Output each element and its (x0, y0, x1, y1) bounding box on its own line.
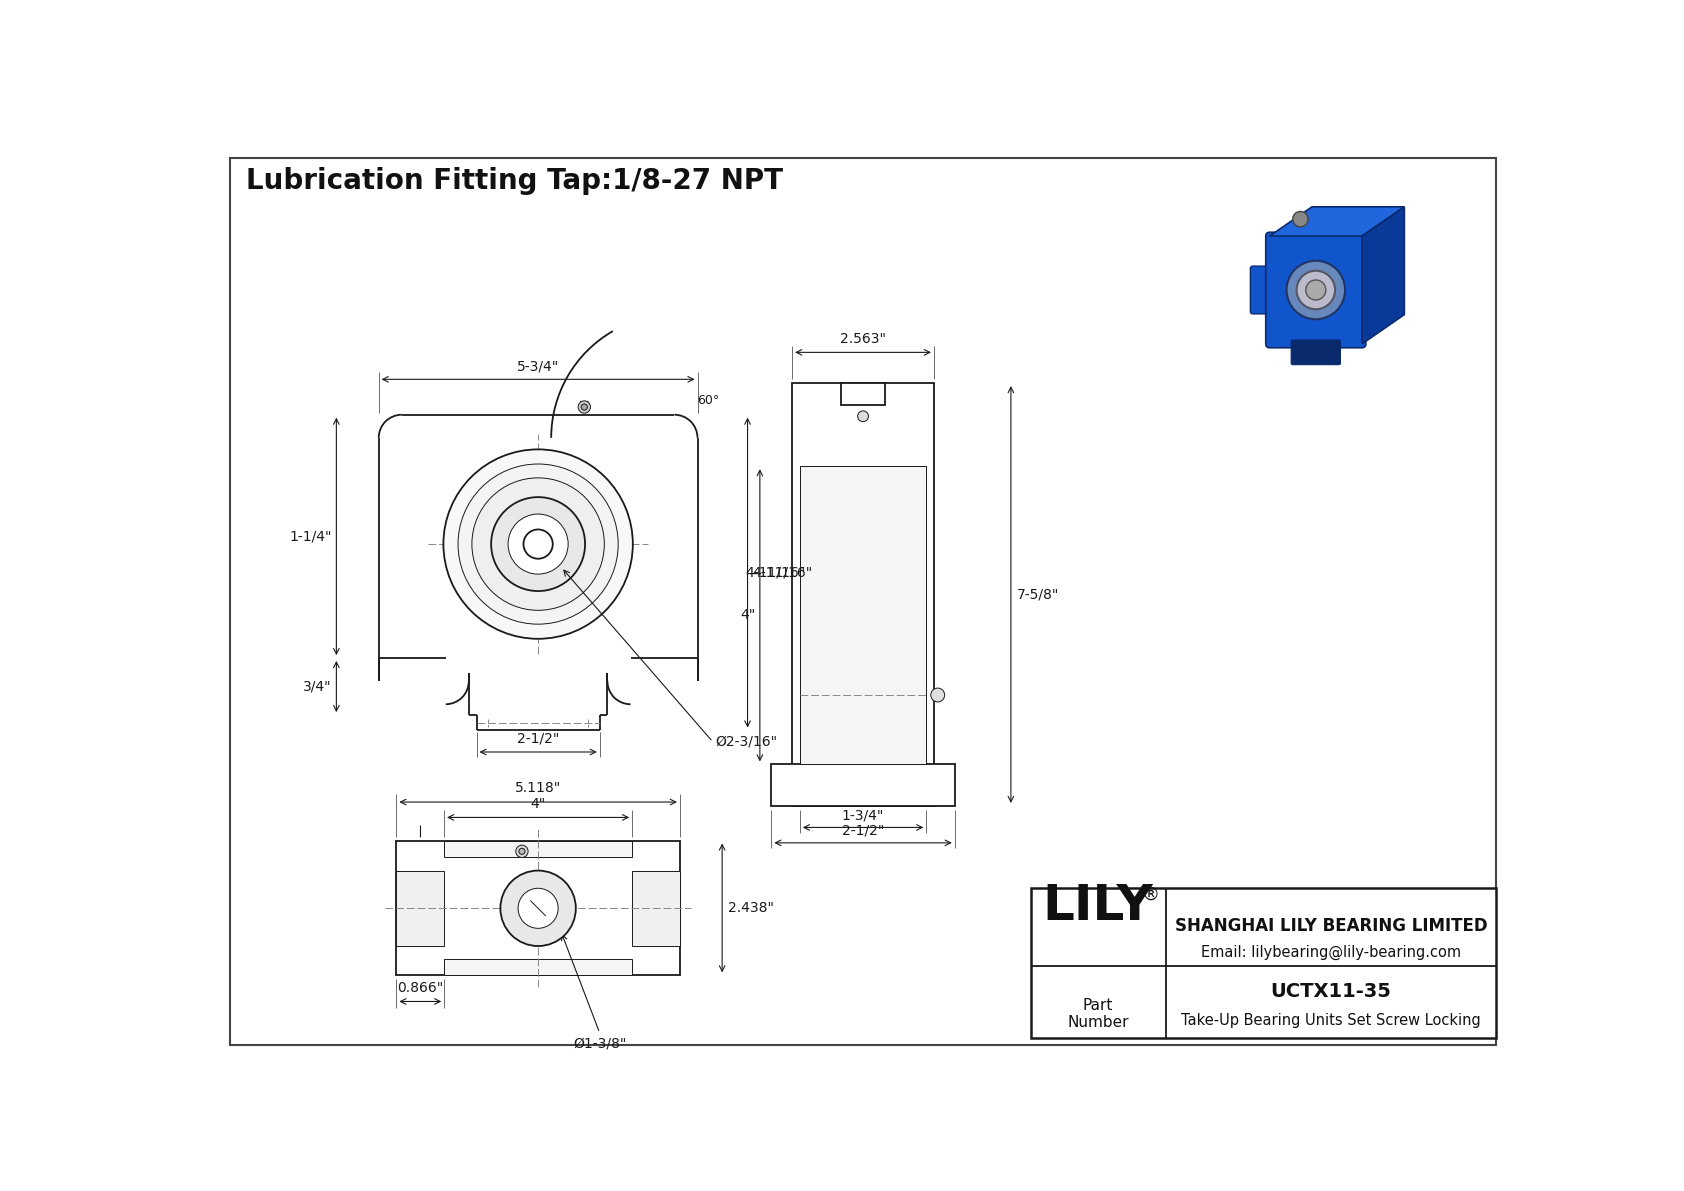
Text: Lubrication Fitting Tap:1/8-27 NPT: Lubrication Fitting Tap:1/8-27 NPT (246, 167, 783, 195)
Circle shape (578, 401, 591, 413)
Text: Ø1-3/8": Ø1-3/8" (573, 1037, 626, 1050)
Text: UCTX11-35: UCTX11-35 (1270, 983, 1391, 1002)
Text: 2-1/2": 2-1/2" (517, 731, 559, 746)
FancyBboxPatch shape (1266, 232, 1366, 348)
Bar (396, 871, 445, 946)
FancyBboxPatch shape (1250, 266, 1271, 314)
Circle shape (458, 464, 618, 624)
Bar (445, 841, 632, 856)
Circle shape (500, 871, 576, 946)
Circle shape (1287, 261, 1346, 319)
FancyBboxPatch shape (1359, 266, 1381, 314)
Bar (632, 871, 680, 946)
Text: 5.118": 5.118" (515, 781, 561, 796)
Bar (842, 384, 886, 405)
Circle shape (519, 848, 525, 854)
Bar (1031, 888, 1495, 1039)
Circle shape (581, 404, 588, 410)
Text: 2.438": 2.438" (727, 902, 773, 916)
FancyBboxPatch shape (1292, 341, 1340, 364)
Bar (445, 959, 632, 975)
Circle shape (1293, 212, 1308, 226)
Text: 4-11/16": 4-11/16" (744, 566, 805, 580)
Text: 2.563": 2.563" (840, 332, 886, 347)
Circle shape (443, 449, 633, 638)
Polygon shape (1270, 207, 1404, 236)
Text: 1-3/4": 1-3/4" (842, 807, 884, 822)
Text: Part
Number: Part Number (1068, 998, 1128, 1030)
Text: SHANGHAI LILY BEARING LIMITED: SHANGHAI LILY BEARING LIMITED (1174, 917, 1487, 935)
Text: Email: lilybearing@lily-bearing.com: Email: lilybearing@lily-bearing.com (1201, 946, 1462, 960)
Text: Ø2-3/16": Ø2-3/16" (716, 735, 778, 749)
Text: 3/4": 3/4" (303, 680, 332, 693)
Circle shape (524, 530, 552, 559)
Circle shape (472, 478, 605, 610)
Polygon shape (1362, 207, 1404, 344)
Bar (791, 384, 935, 806)
Text: 2-1/2": 2-1/2" (842, 823, 884, 837)
Text: 5-3/4": 5-3/4" (517, 360, 559, 373)
Bar (771, 765, 955, 806)
Circle shape (857, 411, 869, 422)
Circle shape (509, 515, 568, 574)
Text: Take-Up Bearing Units Set Screw Locking: Take-Up Bearing Units Set Screw Locking (1180, 1012, 1480, 1028)
Text: 4-11/16": 4-11/16" (753, 566, 812, 580)
Circle shape (931, 688, 945, 701)
Text: 4": 4" (530, 797, 546, 811)
Circle shape (1305, 280, 1325, 300)
Bar (396, 841, 680, 975)
Circle shape (519, 888, 557, 928)
Circle shape (515, 846, 529, 858)
Text: 7-5/8": 7-5/8" (1017, 587, 1059, 601)
Text: 4": 4" (739, 609, 754, 623)
Text: ®: ® (1142, 886, 1159, 904)
Circle shape (492, 497, 584, 591)
Text: LILY: LILY (1042, 881, 1154, 930)
Text: 1-1/4": 1-1/4" (290, 529, 332, 543)
Circle shape (1297, 270, 1335, 310)
Text: 0.866": 0.866" (397, 981, 443, 996)
Text: 60°: 60° (697, 394, 719, 407)
Bar (800, 467, 926, 765)
